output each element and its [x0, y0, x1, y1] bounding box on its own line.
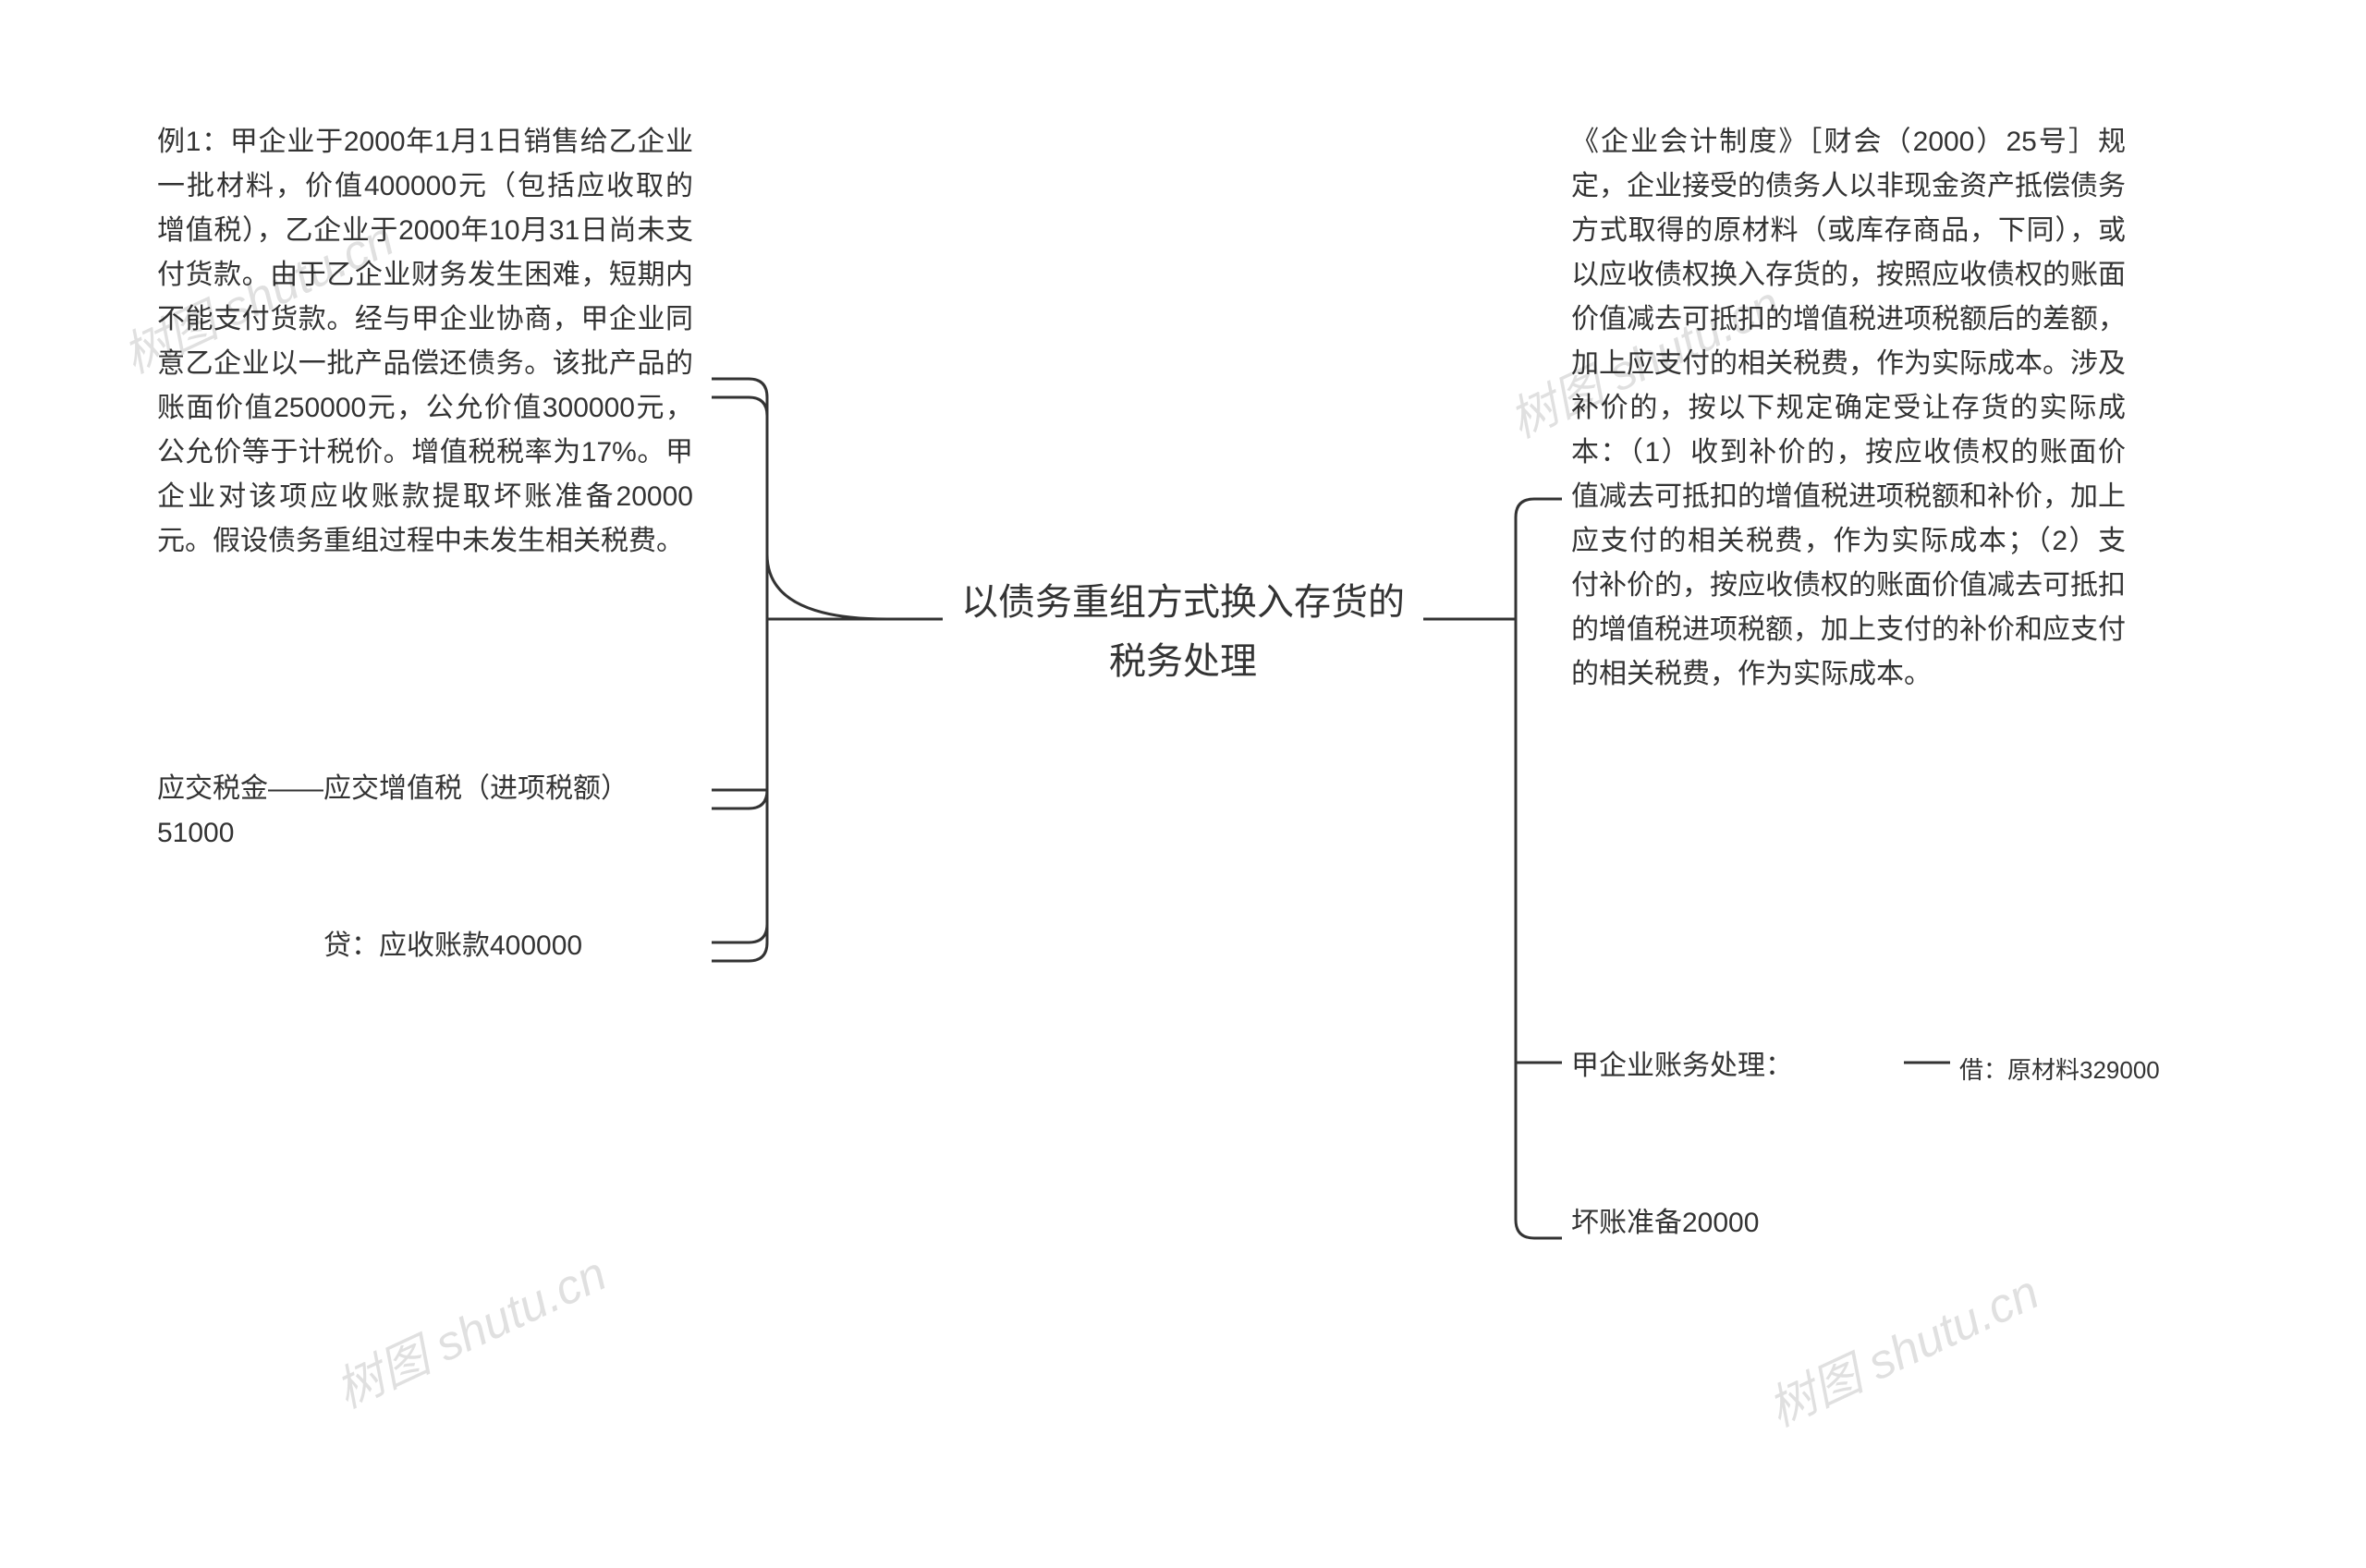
right-branch-1: 《企业会计制度》［财会（2000）25号］规定，企业接受的债务人以非现金资产抵偿…	[1571, 120, 2126, 697]
right-branch-2: 甲企业账务处理：	[1571, 1044, 1895, 1088]
right-branch-2-child: 借：原材料329000	[1959, 1051, 2255, 1090]
left-branch-3-text: 贷：应收账款400000	[323, 930, 582, 961]
center-text: 以债务重组方式换入存货的税务处理	[961, 582, 1405, 682]
center-node: 以债务重组方式换入存货的税务处理	[952, 573, 1414, 691]
left-branch-1: 例1：甲企业于2000年1月1日销售给乙企业一批材料，价值400000元（包括应…	[157, 120, 693, 564]
right-branch-2-text: 甲企业账务处理：	[1571, 1051, 1793, 1081]
right-branch-1-text: 《企业会计制度》［财会（2000）25号］规定，企业接受的债务人以非现金资产抵偿…	[1571, 127, 2126, 689]
watermark: 树图 shutu.cn	[1755, 1254, 2048, 1440]
left-branch-2-text: 应交税金——应交增值税（进项税额）51000	[157, 773, 628, 848]
left-branch-1-text: 例1：甲企业于2000年1月1日销售给乙企业一批材料，价值400000元（包括应…	[157, 127, 693, 556]
left-branch-3: 贷：应收账款400000	[323, 924, 693, 968]
right-branch-3: 坏账准备20000	[1571, 1201, 1895, 1246]
watermark: 树图 shutu.cn	[323, 1235, 616, 1421]
left-branch-2: 应交税金——应交增值税（进项税额）51000	[157, 767, 693, 856]
right-branch-2-child-text: 借：原材料329000	[1959, 1056, 2160, 1084]
right-branch-3-text: 坏账准备20000	[1571, 1208, 1759, 1238]
